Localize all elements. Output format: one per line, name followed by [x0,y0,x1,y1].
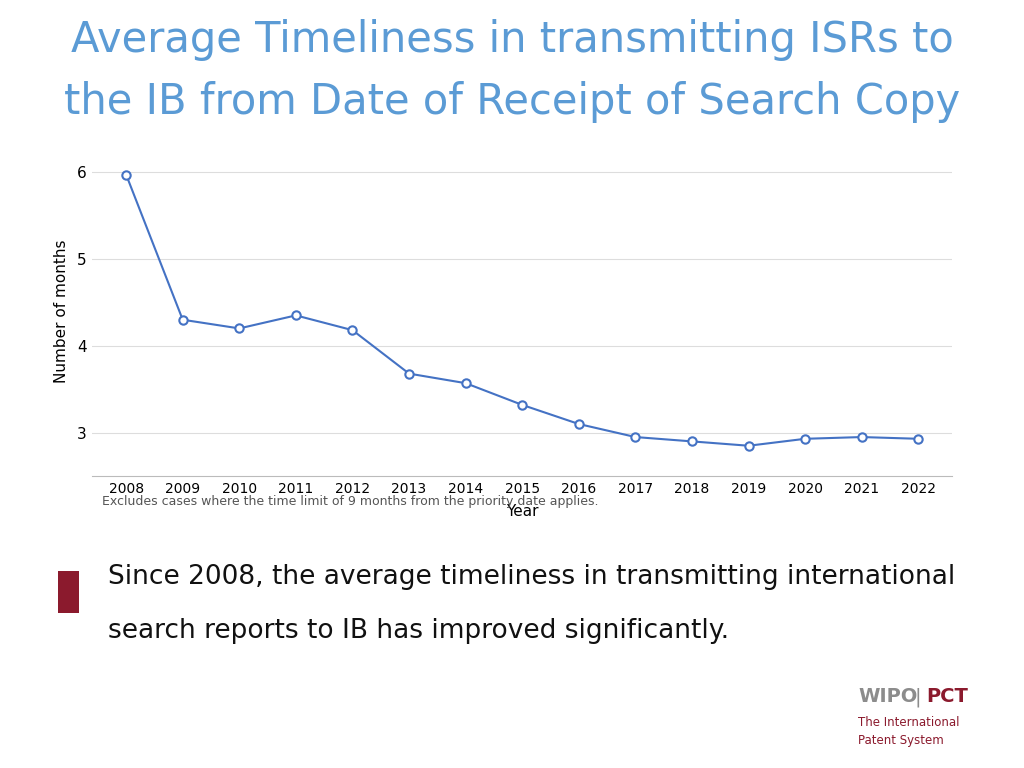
Text: search reports to IB has improved significantly.: search reports to IB has improved signif… [108,618,729,644]
Text: The International: The International [858,716,959,729]
Text: WIPO: WIPO [858,687,918,707]
Bar [57,571,80,614]
Text: |: | [914,687,921,707]
Y-axis label: Number of months: Number of months [53,240,69,382]
Text: PCT: PCT [927,687,969,707]
Text: Since 2008, the average timeliness in transmitting international: Since 2008, the average timeliness in tr… [108,564,954,591]
X-axis label: Year: Year [506,504,539,519]
Text: Excludes cases where the time limit of 9 months from the priority date applies.: Excludes cases where the time limit of 9… [102,495,599,508]
Text: the IB from Date of Receipt of Search Copy: the IB from Date of Receipt of Search Co… [63,81,961,123]
Text: Average Timeliness in transmitting ISRs to: Average Timeliness in transmitting ISRs … [71,19,953,61]
Text: Patent System: Patent System [858,734,944,747]
